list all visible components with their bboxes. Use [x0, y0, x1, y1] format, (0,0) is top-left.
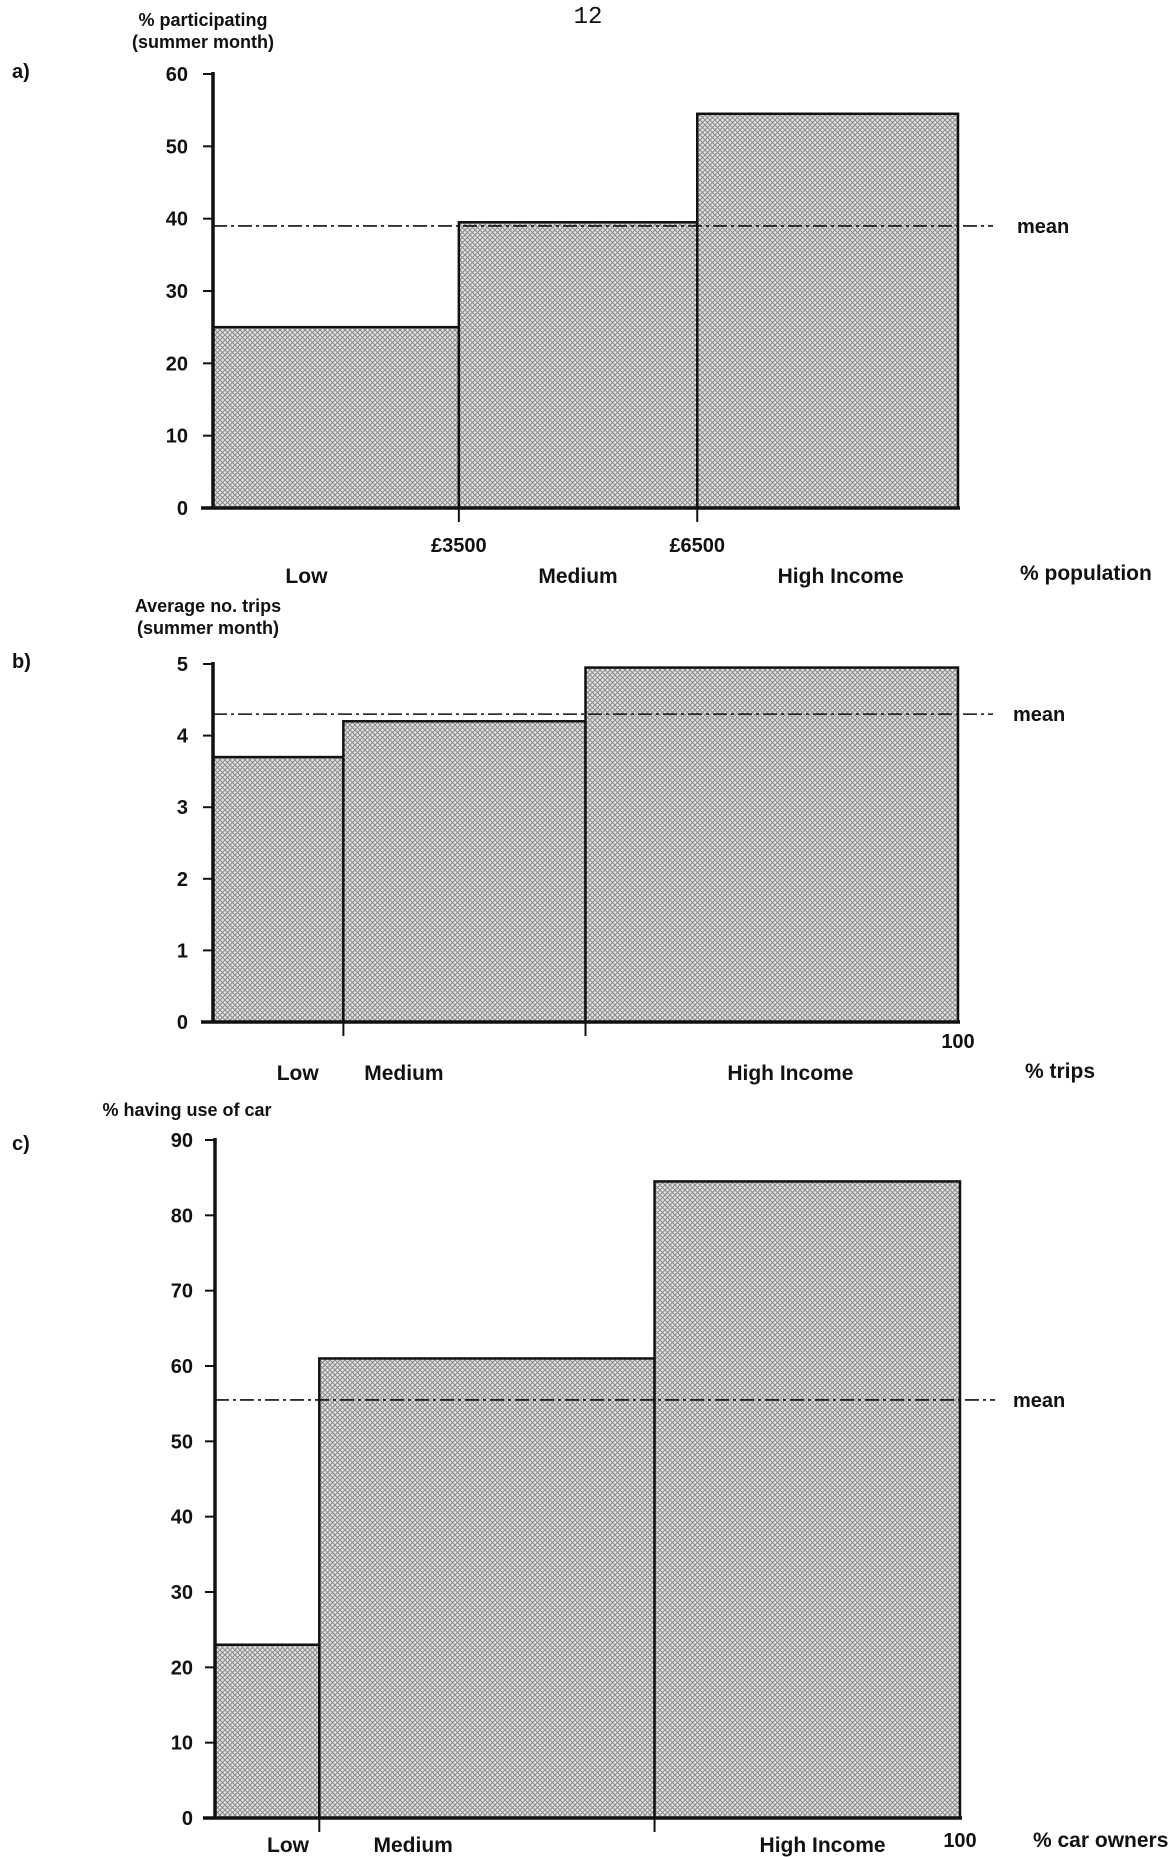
category-label: Medium — [373, 1834, 452, 1857]
y-tick-label: 10 — [171, 1733, 193, 1755]
panel-label: a) — [12, 61, 30, 83]
y-tick-label: 50 — [171, 1431, 193, 1453]
mean-label: mean — [1013, 1390, 1065, 1412]
bar-low — [211, 325, 461, 510]
y-tick-label: 40 — [166, 209, 188, 231]
y-tick-label: 90 — [171, 1130, 193, 1152]
bar-high-income — [584, 666, 960, 1024]
income-threshold-label: £3500 — [431, 535, 487, 557]
y-tick-label: 70 — [171, 1281, 193, 1303]
y-tick-label: 80 — [171, 1205, 193, 1227]
panel-label: c) — [12, 1133, 30, 1155]
x-max-label: 100 — [943, 1830, 976, 1852]
y-tick-label: 60 — [171, 1356, 193, 1378]
y-tick-label: 20 — [171, 1657, 193, 1679]
y-tick-label: 50 — [166, 136, 188, 158]
y-tick-label: 0 — [177, 1012, 188, 1034]
income-threshold-label: £6500 — [669, 535, 725, 557]
y-axis-label: % having use of car — [102, 1100, 271, 1120]
category-label: Medium — [364, 1062, 443, 1085]
panel-c-car-use-chart: c) % having use of car mean 0 10 20 30 40 50 60 70… — [12, 1100, 1168, 1857]
category-label: Low — [267, 1834, 310, 1857]
y-axis-label: (summer month) — [132, 32, 274, 52]
category-label: High Income — [727, 1062, 853, 1085]
y-tick-label: 5 — [177, 654, 188, 676]
x-max-label: 100 — [941, 1031, 974, 1053]
bar-medium — [342, 720, 587, 1024]
bar-high-income — [653, 1180, 962, 1820]
panel-b-trips-chart: b) Average no. trips(summer month) mean 0 1 2… — [12, 596, 1095, 1085]
y-tick-label: 20 — [166, 353, 188, 375]
mean-label: mean — [1017, 216, 1069, 238]
category-label: Low — [277, 1062, 320, 1085]
y-tick-label: 60 — [166, 64, 188, 86]
x-axis-label: % car owners — [1033, 1829, 1168, 1852]
y-tick-label: 0 — [177, 498, 188, 520]
y-tick-label: 4 — [177, 726, 189, 748]
y-tick-label: 2 — [177, 869, 188, 891]
panel-a-participation-chart: a) % participating(summer month) mean 0 10 20… — [12, 10, 1152, 588]
bar-low — [211, 755, 345, 1024]
category-label: High Income — [778, 565, 904, 588]
bar-low — [213, 1643, 321, 1820]
category-label: Low — [285, 565, 328, 588]
panel-label: b) — [12, 651, 31, 673]
y-tick-label: 1 — [177, 940, 188, 962]
page-number: 12 — [573, 4, 603, 31]
y-tick-label: 30 — [166, 281, 188, 303]
x-axis-label: % trips — [1025, 1060, 1095, 1083]
y-axis-label: (summer month) — [137, 618, 279, 638]
y-axis-label: % participating — [138, 10, 267, 30]
y-tick-label: 40 — [171, 1507, 193, 1529]
bar-medium — [318, 1357, 656, 1820]
y-tick-label: 30 — [171, 1582, 193, 1604]
y-tick-label: 0 — [182, 1808, 193, 1830]
x-axis-label: % population — [1020, 562, 1152, 585]
category-label: Medium — [538, 565, 617, 588]
y-tick-label: 10 — [166, 426, 188, 448]
bar-medium — [457, 221, 699, 510]
bar-high-income — [696, 112, 960, 510]
y-axis-label: Average no. trips — [135, 596, 281, 616]
mean-label: mean — [1013, 704, 1065, 726]
category-label: High Income — [760, 1834, 886, 1857]
y-tick-label: 3 — [177, 797, 188, 819]
